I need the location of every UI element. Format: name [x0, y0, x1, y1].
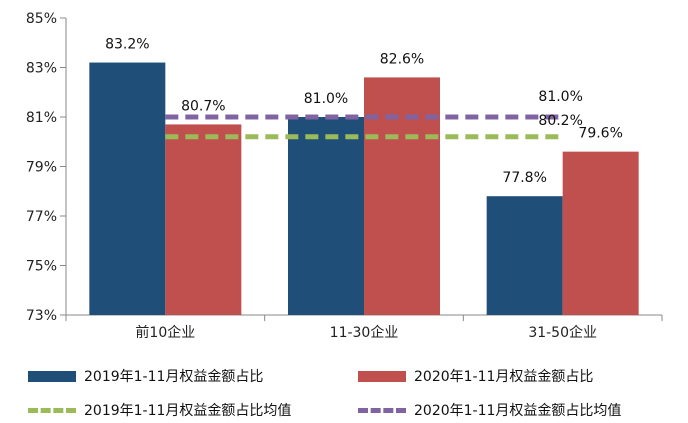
x-axis: 前10企业 11-30企业 31-50企业 [65, 314, 663, 341]
x-tick-label: 31-50企业 [528, 324, 597, 341]
y-tick-label: 73% [26, 308, 57, 324]
bar-2020年1-11月权益金额占比-11-30企业 [364, 77, 440, 316]
bar-2019年1-11月权益金额占比-前10企业 [89, 62, 166, 315]
x-tick-label: 前10企业 [135, 324, 195, 341]
y-tick-label: 79% [26, 160, 57, 176]
bar-2019年1-11月权益金额占比-11-30企业 [288, 117, 364, 315]
data-label: 81.0% [304, 91, 348, 107]
y-tick-label: 81% [26, 110, 57, 126]
y-axis: 73% 75% 77% 79% 81% 83% 85% [26, 11, 67, 324]
bar-2020年1-11月权益金额占比-31-50企业 [562, 151, 639, 315]
reference-lines [165, 114, 563, 140]
y-tick-label: 77% [26, 209, 57, 225]
reference-line-label: 80.2% [538, 113, 582, 129]
bar-2020年1-11月权益金额占比-前10企业 [165, 124, 242, 315]
data-label: 83.2% [105, 37, 149, 53]
bar-2019年1-11月权益金额占比-31-50企业 [486, 196, 563, 315]
bars [89, 62, 639, 316]
y-tick-label: 75% [26, 259, 57, 275]
data-label: 79.6% [578, 126, 622, 142]
data-labels: 83.2% 81.0% 77.8% 80.7% 82.6% 79.6%80.2% 81.0% [105, 37, 623, 187]
y-tick-label: 85% [26, 11, 57, 27]
data-label: 82.6% [380, 51, 424, 67]
y-tick-label: 83% [26, 61, 57, 77]
reference-line-label: 81.0% [538, 89, 582, 105]
data-label: 80.7% [181, 98, 225, 114]
x-tick-label: 11-30企业 [330, 324, 399, 341]
data-label: 77.8% [502, 170, 546, 186]
